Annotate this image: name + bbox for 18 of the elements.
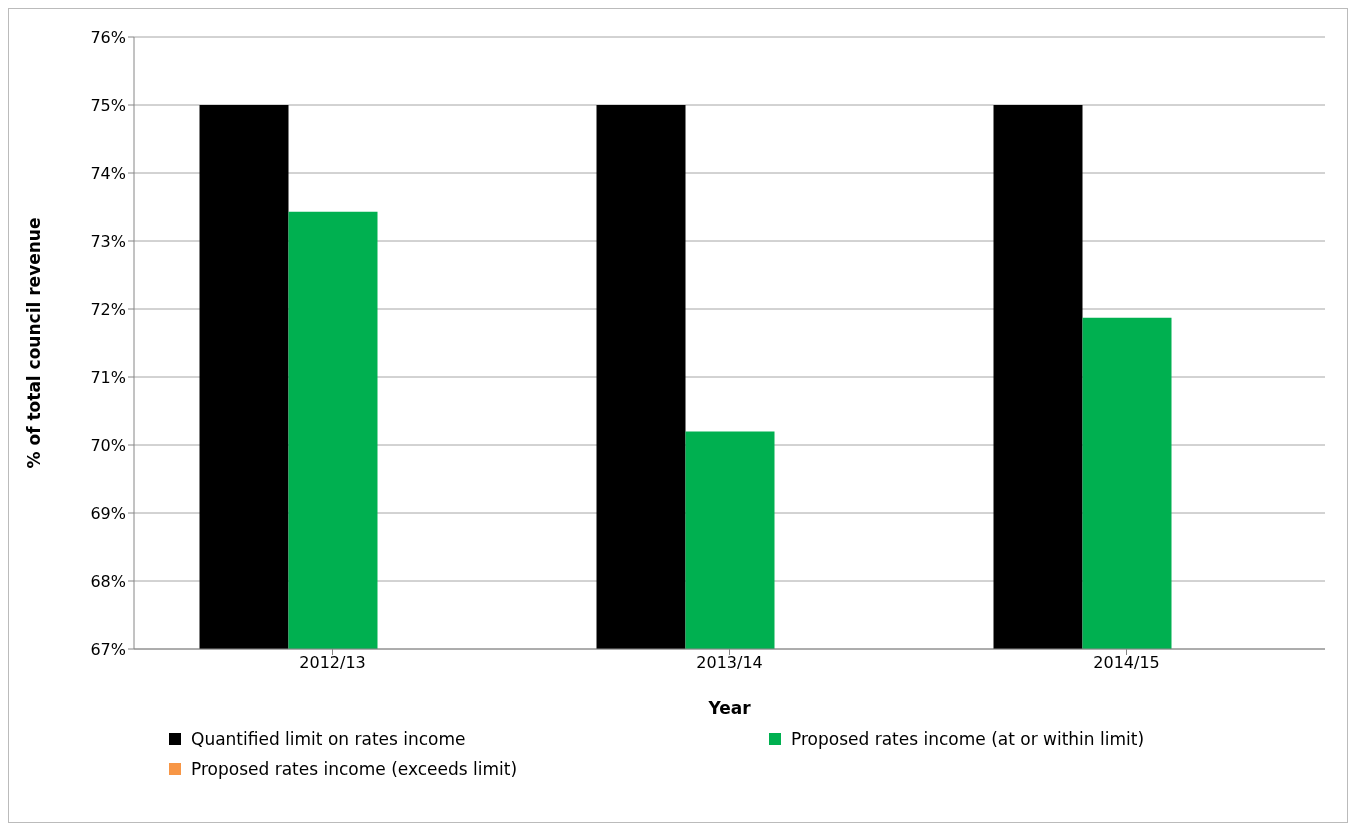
y-tick-label: 74%: [90, 163, 126, 183]
legend-label: Proposed rates income (at or within limit): [791, 729, 1145, 749]
y-tick-label: 68%: [90, 571, 126, 591]
legend-label: Quantified limit on rates income: [191, 729, 466, 749]
y-tick-label: 76%: [90, 27, 126, 47]
y-axis-title: % of total council revenue: [24, 217, 45, 469]
y-tick-label: 75%: [90, 95, 126, 115]
x-axis-title: Year: [707, 698, 752, 718]
x-tick-label: 2014/15: [1093, 653, 1160, 673]
y-tick-label: 71%: [90, 367, 126, 387]
legend-label: Proposed rates income (exceeds limit): [191, 759, 518, 779]
y-tick-label: 67%: [90, 639, 126, 659]
y-tick-label: 72%: [90, 299, 126, 319]
y-tick-label: 70%: [90, 435, 126, 455]
y-tick-label: 73%: [90, 231, 126, 251]
x-tick-label: 2013/14: [696, 653, 763, 673]
x-tick-label: 2012/13: [299, 653, 366, 673]
y-tick-label: 69%: [90, 503, 126, 523]
